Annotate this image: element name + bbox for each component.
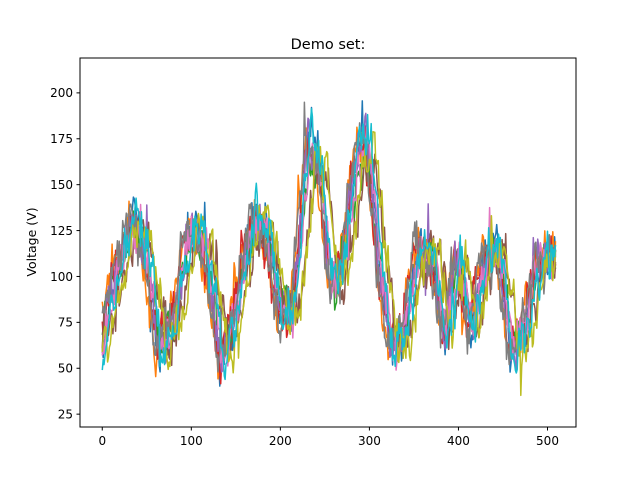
y-tick-label: 150 [50,178,73,192]
y-tick-label: 175 [50,132,73,146]
y-axis-label: Voltage (V) [24,207,39,276]
x-tick-label: 400 [447,434,470,448]
y-tick-label: 25 [58,407,73,421]
plot-frame [79,57,577,428]
x-tick-label: 200 [269,434,292,448]
y-tick-label: 125 [50,224,73,238]
series-layer [101,100,557,397]
x-tick-label: 300 [358,434,381,448]
chart-title: Demo set: [291,37,366,53]
y-tick-label: 50 [58,362,73,376]
y-tick-label: 200 [50,86,73,100]
y-tick-label: 100 [50,270,73,284]
y-axis: 25 50 75 100 125 150 175 200 [50,86,80,421]
x-axis: 0 100 200 300 400 500 [98,427,559,448]
x-tick-label: 500 [536,434,559,448]
x-tick-label: 0 [98,434,106,448]
x-tick-label: 100 [180,434,203,448]
series-line-8 [101,101,557,373]
y-tick-label: 75 [58,316,73,330]
series-line-10 [101,108,557,381]
